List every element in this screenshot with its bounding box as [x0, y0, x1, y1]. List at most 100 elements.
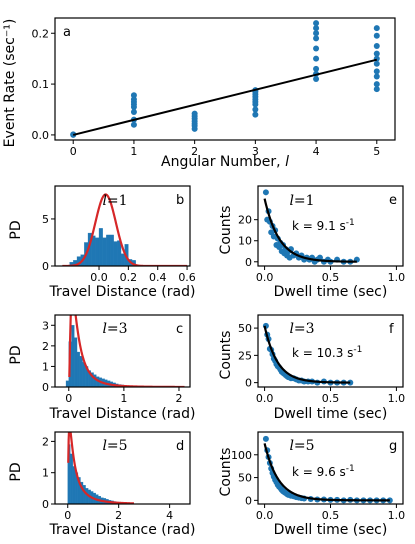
y-tick-label: 20 — [238, 214, 252, 227]
histogram-bar — [79, 355, 83, 387]
data-point — [313, 76, 320, 82]
x-axis-label: Angular Number, l — [161, 154, 289, 170]
rate-constant-label: k = 9.6 s-1 — [292, 464, 355, 479]
x-tick-label: 4 — [313, 145, 320, 158]
data-point — [130, 109, 137, 116]
x-tick-label: 0.0 — [256, 392, 274, 405]
panel-g: 0.0 0.5 1.0 0 50 100 Dwell time (sec) Counts g l=… — [218, 431, 406, 538]
y-tick-label: 1 — [42, 360, 49, 373]
data-point — [262, 189, 269, 196]
data-point — [313, 35, 320, 42]
fit-curve — [263, 325, 351, 384]
data-point — [252, 106, 259, 113]
histogram-bar — [106, 234, 111, 266]
x-axis-label: Travel Distance (rad) — [49, 406, 196, 422]
histogram-bar — [109, 234, 114, 266]
data-point — [373, 32, 380, 39]
marks-a — [70, 20, 380, 138]
y-tick-label: 50 — [238, 472, 252, 485]
x-tick-label: 2 — [191, 145, 198, 158]
panel-letter: g — [389, 439, 397, 454]
y-tick-label: 100 — [231, 449, 252, 462]
data-point — [373, 60, 380, 67]
y-tick-label: 25 — [238, 349, 252, 362]
data-point — [373, 81, 380, 88]
data-point — [347, 379, 354, 386]
fit-curve — [62, 193, 188, 266]
data-point — [252, 111, 259, 118]
histogram-bar — [120, 253, 125, 266]
histogram-bar — [71, 325, 75, 387]
histogram-bar — [65, 380, 69, 387]
data-point — [191, 110, 198, 117]
marks-f — [262, 322, 354, 386]
histogram-bar — [117, 240, 122, 266]
y-axis-label: Counts — [218, 331, 234, 380]
x-axis-label: Travel Distance (rad) — [49, 284, 196, 300]
y-axis-label: PD — [8, 462, 24, 481]
y-tick-label: 0 — [42, 381, 49, 394]
fit-curve — [263, 443, 390, 502]
panel-b: 0.0 0.2 0.4 0.6 0 5 Travel Distance (rad) PD b l=… — [8, 185, 196, 300]
fit-line — [72, 58, 378, 136]
x-tick-label: 1 — [130, 145, 137, 158]
y-axis-label: Counts — [218, 448, 234, 497]
data-point — [373, 25, 380, 32]
axes-frame — [54, 185, 191, 267]
data-point — [313, 30, 320, 37]
axes-frame — [54, 314, 191, 388]
x-tick-label: 3 — [252, 145, 259, 158]
y-tick-label: 2 — [42, 340, 49, 353]
histogram-bar — [76, 351, 80, 387]
x-tick-label: 0.5 — [322, 509, 340, 522]
panel-letter: f — [389, 322, 394, 337]
x-tick-label: 1.0 — [388, 392, 406, 405]
x-tick-label: 0.2 — [120, 271, 138, 284]
marks-g — [262, 435, 393, 504]
data-point — [373, 86, 380, 93]
panel-letter: e — [389, 193, 397, 208]
x-tick-label: 0.4 — [149, 271, 167, 284]
y-axis-label: PD — [8, 345, 24, 364]
x-tick-label: 2 — [115, 509, 122, 522]
x-tick-label: 0.5 — [322, 392, 340, 405]
panel-letter: d — [176, 439, 184, 454]
x-tick-label: 0 — [65, 392, 72, 405]
angular-number-label: l=3 — [102, 321, 127, 337]
data-point — [313, 20, 320, 27]
angular-number-label: l=5 — [102, 438, 127, 454]
x-tick-label: 1.0 — [388, 271, 406, 284]
x-tick-label: 4 — [166, 509, 173, 522]
x-tick-label: 1.0 — [388, 509, 406, 522]
angular-number-label: l=5 — [289, 438, 314, 454]
data-point — [313, 45, 320, 52]
histogram-bar — [72, 466, 76, 504]
histogram-bar — [91, 235, 96, 266]
histogram-bar — [98, 228, 103, 266]
angular-number-label: l=1 — [102, 193, 127, 209]
panel-f: 0.0 0.5 1.0 0 25 50 Dwell time (sec) Counts f l=3… — [218, 314, 406, 422]
axes-frame — [54, 17, 396, 141]
panel-e: 0.0 0.5 1.0 0 10 20 Dwell time (sec) Counts e l=1… — [218, 185, 406, 300]
data-point — [373, 50, 380, 57]
x-tick-label: 2 — [175, 392, 182, 405]
y-tick-label: 0.2 — [32, 27, 50, 40]
y-tick-label: 0 — [245, 494, 252, 507]
histogram-bar — [70, 453, 73, 504]
marks-b — [62, 193, 188, 266]
y-tick-label: 2 — [42, 435, 49, 448]
data-point — [316, 254, 323, 261]
y-axis-label: Counts — [218, 206, 234, 255]
y-tick-label: 0.1 — [32, 78, 50, 91]
y-tick-label: 50 — [238, 322, 252, 335]
histogram-bar — [102, 237, 107, 266]
y-tick-label: 0 — [245, 377, 252, 390]
fit-curve — [263, 198, 357, 263]
angular-number-label: l=1 — [289, 193, 314, 209]
data-point — [313, 65, 320, 72]
panel-a: 0 1 2 3 4 5 0.0 0.1 0.2 Angular Number, l Event Ra… — [2, 17, 396, 170]
histogram-bar — [82, 485, 86, 504]
x-tick-label: 0 — [64, 509, 71, 522]
fit-curve — [67, 432, 134, 504]
